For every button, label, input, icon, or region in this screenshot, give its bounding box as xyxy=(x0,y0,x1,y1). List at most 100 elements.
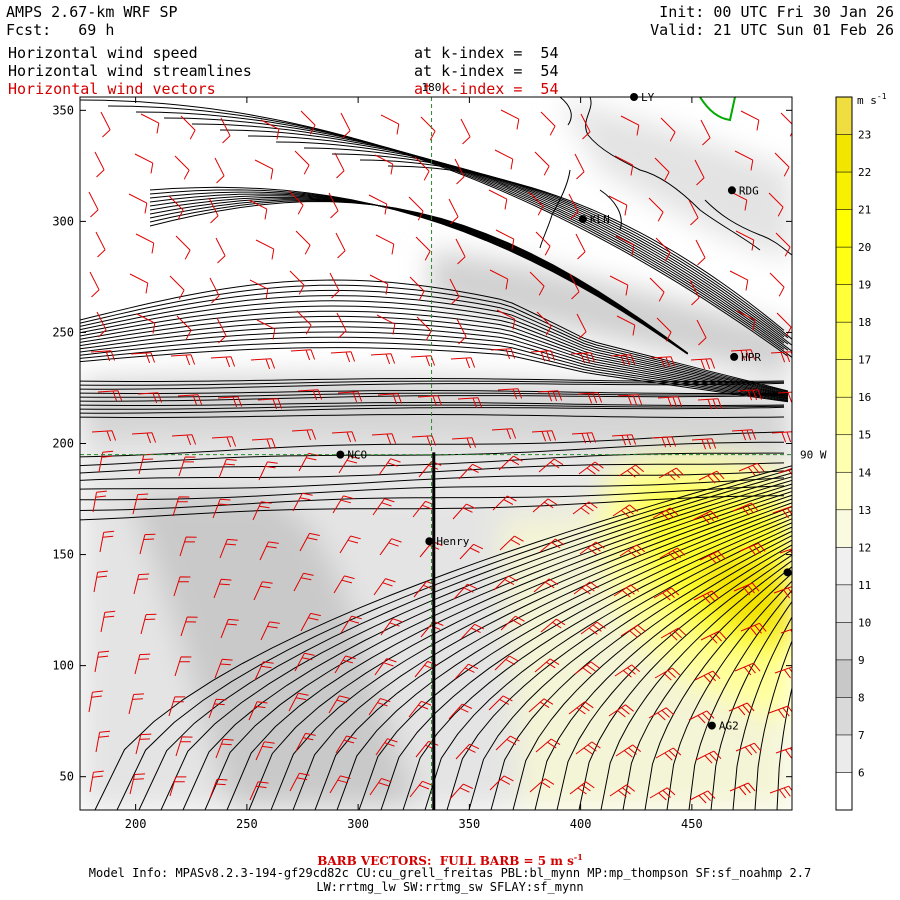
field-level-streamlines: at k-index = 54 xyxy=(414,62,559,80)
wind-barb xyxy=(619,544,646,558)
streamline xyxy=(512,539,792,810)
wind-barb xyxy=(500,615,525,631)
wind-barb xyxy=(209,277,220,304)
wind-barb xyxy=(499,535,524,551)
wind-barb xyxy=(614,155,634,176)
wind-barb xyxy=(574,153,585,180)
wind-barb xyxy=(215,237,226,264)
wind-barb xyxy=(411,435,437,447)
wind-barb xyxy=(530,350,556,362)
streamline xyxy=(80,390,785,394)
model-title: AMPS 2.67-km WRF SP xyxy=(6,3,178,21)
colorbar-label: 20 xyxy=(858,241,871,254)
wind-barb xyxy=(695,239,706,266)
colorbar-segment xyxy=(836,134,852,173)
wind-barb xyxy=(408,700,432,718)
station-marker xyxy=(425,537,434,546)
wind-barb xyxy=(248,199,268,220)
streamline xyxy=(799,564,832,810)
streamline xyxy=(138,472,792,810)
wind-barb xyxy=(615,744,642,758)
wind-barb xyxy=(574,661,600,675)
wind-barb xyxy=(578,461,604,475)
streamline xyxy=(80,331,789,400)
wind-barb xyxy=(539,538,565,553)
wind-barb xyxy=(88,191,99,218)
wind-barb xyxy=(214,157,225,184)
wind-barb xyxy=(218,458,237,479)
wind-barb xyxy=(731,429,757,441)
colorbar-label: 6 xyxy=(858,766,865,779)
wind-barb xyxy=(451,437,477,449)
streamline xyxy=(292,498,792,810)
wind-barb xyxy=(260,119,280,140)
wind-barb xyxy=(368,194,388,215)
colorbar-segment xyxy=(836,434,852,473)
wind-barb xyxy=(732,502,759,516)
plot-frame xyxy=(79,96,793,811)
wind-barb xyxy=(649,787,676,801)
wind-barb xyxy=(93,570,108,593)
colorbar-label: 19 xyxy=(858,279,871,292)
wind-barb xyxy=(340,615,362,634)
wind-barb xyxy=(289,270,305,295)
wind-barb xyxy=(129,773,146,795)
station-label: NCO xyxy=(347,449,367,462)
wind-barb xyxy=(255,239,275,260)
colorbar-label: 13 xyxy=(858,504,871,517)
wind-barb xyxy=(620,115,640,136)
wind-barb xyxy=(379,538,402,556)
wind-barb xyxy=(733,582,760,596)
wind-barb xyxy=(137,392,163,404)
wind-barb xyxy=(573,581,599,595)
wind-barb xyxy=(697,398,723,410)
wind-barb xyxy=(134,653,151,675)
wind-barb xyxy=(692,510,719,524)
wind-barb xyxy=(299,532,320,552)
colorbar-segment xyxy=(836,697,852,735)
wind-barb xyxy=(498,455,523,471)
wind-barb xyxy=(774,666,792,679)
wind-barb xyxy=(494,149,514,170)
streamline xyxy=(359,159,792,340)
station-marker xyxy=(707,721,716,730)
colorbar-label: 10 xyxy=(858,616,871,629)
wind-barb xyxy=(488,695,513,711)
field-level-vectors: at k-index = 54 xyxy=(414,80,559,98)
wind-barb xyxy=(172,496,190,517)
station-label: AG2 xyxy=(719,720,739,733)
streamline xyxy=(80,321,789,399)
wind-barb xyxy=(329,775,351,794)
wind-barb xyxy=(220,117,231,144)
colorbar-segment xyxy=(836,659,852,698)
wind-barb xyxy=(169,275,185,300)
wind-barb xyxy=(689,279,700,306)
wind-barb xyxy=(455,743,480,760)
coastlines xyxy=(539,97,792,256)
wind-barb xyxy=(420,116,436,141)
wind-barb xyxy=(735,742,762,756)
y-tick-label: 300 xyxy=(52,214,74,228)
wind-barb xyxy=(580,113,591,140)
streamline xyxy=(776,685,792,810)
wind-barb xyxy=(649,277,665,302)
colorbar-segment xyxy=(836,397,852,435)
streamline xyxy=(622,566,792,810)
streamline xyxy=(821,567,832,810)
streamline xyxy=(468,530,792,810)
wind-barb xyxy=(534,658,560,673)
wind-barb xyxy=(132,493,149,515)
wind-barb xyxy=(489,269,509,290)
wind-barb xyxy=(294,150,310,175)
wind-barb xyxy=(89,770,104,793)
wind-barb xyxy=(452,503,477,520)
wind-barb xyxy=(335,232,346,259)
wind-barb xyxy=(449,278,460,305)
wind-barb xyxy=(772,505,792,519)
wind-barb xyxy=(90,350,116,362)
wind-barb xyxy=(180,115,196,140)
wind-barb xyxy=(608,704,634,718)
wind-barb xyxy=(568,193,579,220)
wind-barb xyxy=(780,112,792,137)
wind-barb xyxy=(176,315,192,340)
